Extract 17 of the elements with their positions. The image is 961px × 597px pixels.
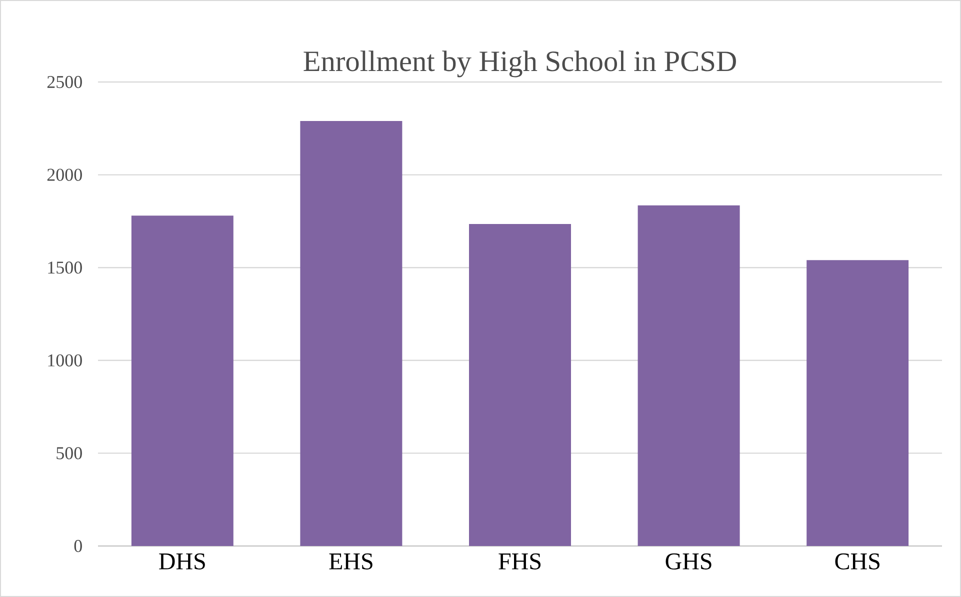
x-tick-label: GHS (666, 553, 712, 570)
y-tick-label: 2000 (47, 168, 82, 181)
y-tick-label: 0 (74, 540, 82, 552)
y-tick-label: 500 (56, 447, 82, 460)
bar (131, 216, 234, 546)
bar (806, 260, 909, 546)
bar (469, 224, 571, 546)
y-tick-label: 2500 (47, 76, 82, 88)
y-tick-label: 1500 (48, 262, 82, 274)
x-tick-label: EHS (329, 553, 372, 570)
x-tick-label: CHS (835, 553, 880, 570)
bar (300, 120, 402, 546)
x-tick-label: FHS (498, 553, 541, 570)
bar (638, 205, 740, 546)
y-tick-label: 1000 (48, 354, 82, 366)
x-tick-label: DHS (159, 553, 205, 570)
chart-title: Enrollment by High School in PCSD (304, 50, 736, 78)
